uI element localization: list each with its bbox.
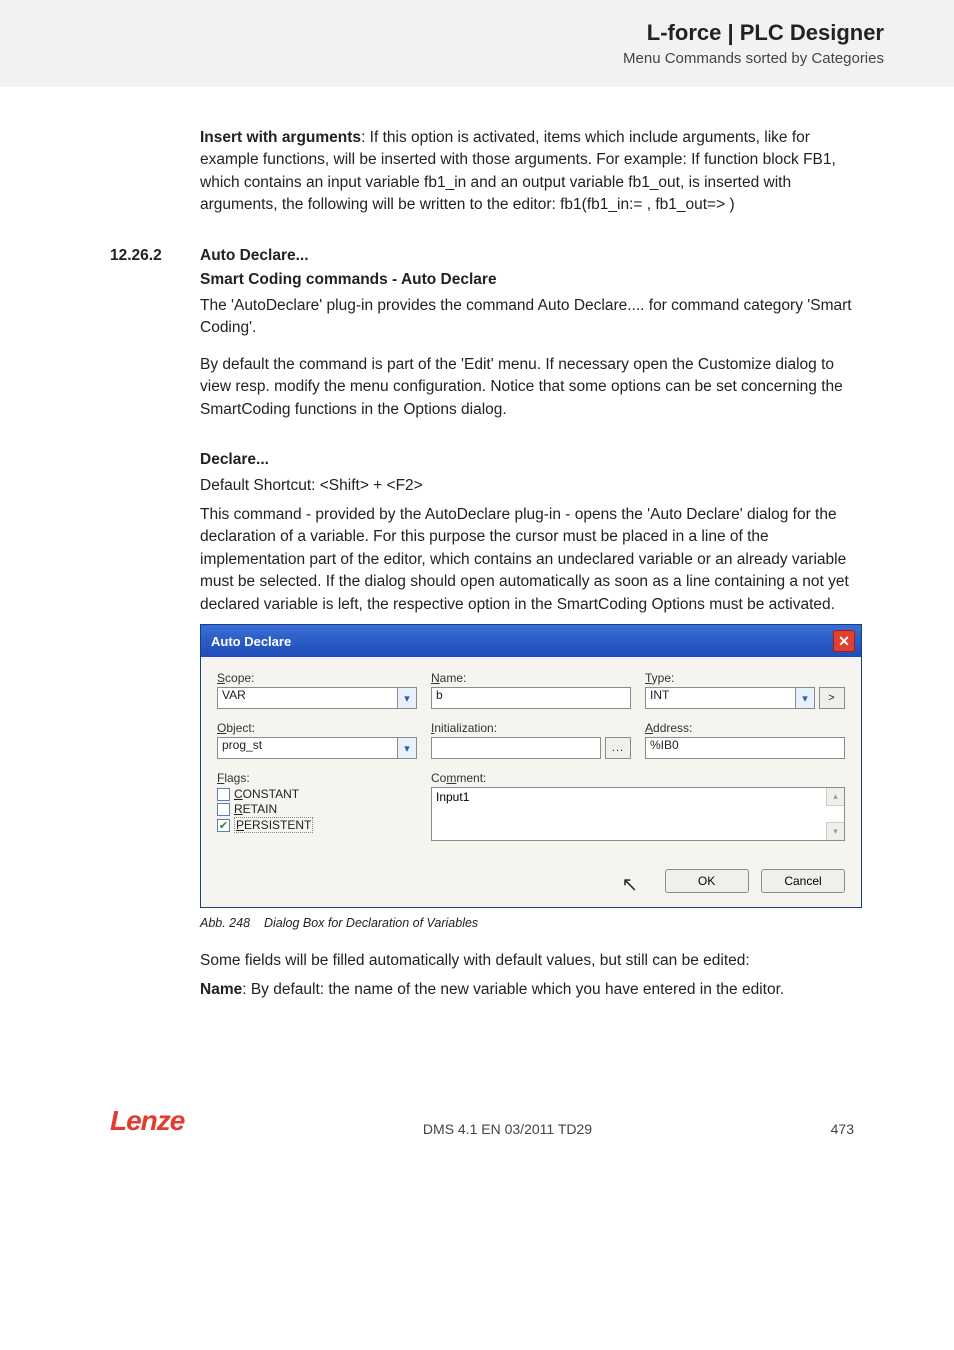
- scope-field[interactable]: VAR ▾: [217, 687, 417, 709]
- figure-caption: Abb. 248 Dialog Box for Declaration of V…: [110, 916, 854, 930]
- comment-textarea[interactable]: [431, 787, 845, 841]
- shortcut-line: Default Shortcut: <Shift> + <F2>: [110, 475, 854, 497]
- constant-checkbox-row[interactable]: CONSTANT: [217, 787, 417, 801]
- init-field[interactable]: ...: [431, 737, 631, 759]
- section-number: 12.26.2: [110, 247, 200, 265]
- dialog-titlebar[interactable]: Auto Declare ✕: [201, 625, 861, 657]
- ok-button[interactable]: OK: [665, 869, 749, 893]
- type-label: Type:: [645, 671, 845, 685]
- chevron-down-icon[interactable]: ▾: [795, 687, 815, 709]
- checkbox-unchecked-icon[interactable]: [217, 803, 230, 816]
- footer-center: DMS 4.1 EN 03/2011 TD29: [423, 1121, 592, 1137]
- object-field[interactable]: prog_st ▾: [217, 737, 417, 759]
- object-value[interactable]: prog_st: [217, 737, 398, 759]
- chevron-down-icon[interactable]: ▾: [397, 737, 417, 759]
- after-paragraph-1: Some fields will be filled automatically…: [110, 950, 854, 972]
- dialog-body: Scope: Name: Type: VAR ▾ b INT ▾ > Objec…: [201, 657, 861, 907]
- auto-declare-dialog: Auto Declare ✕ Scope: Name: Type: VAR ▾ …: [200, 624, 862, 908]
- section-heading-row: 12.26.2 Auto Declare...: [110, 247, 854, 265]
- lenze-logo: Lenze: [110, 1105, 184, 1137]
- name-rest: : By default: the name of the new variab…: [242, 981, 784, 998]
- type-value[interactable]: INT: [645, 687, 796, 709]
- paragraph-2: By default the command is part of the 'E…: [110, 354, 854, 421]
- caption-abb: Abb. 248: [200, 916, 250, 930]
- object-label: Object:: [217, 721, 417, 735]
- comment-label: Comment:: [431, 771, 845, 785]
- page-number: 473: [831, 1121, 854, 1137]
- init-label: Initialization:: [431, 721, 631, 735]
- name-value[interactable]: b: [431, 687, 631, 709]
- scroll-up-icon[interactable]: ▴: [826, 788, 844, 806]
- subheading-smartcoding: Smart Coding commands - Auto Declare: [110, 271, 854, 289]
- paragraph-1: The 'AutoDeclare' plug-in provides the c…: [110, 295, 854, 340]
- checkbox-checked-icon[interactable]: ✔: [217, 819, 230, 832]
- dialog-button-row: ↖ OK Cancel: [217, 846, 845, 893]
- scroll-down-icon[interactable]: ▾: [826, 822, 844, 840]
- scope-label: Scope:: [217, 671, 417, 685]
- header-band: L-force | PLC Designer Menu Commands sor…: [0, 0, 954, 87]
- close-icon[interactable]: ✕: [833, 630, 855, 652]
- intro-bold: Insert with arguments: [200, 129, 361, 146]
- page-footer: Lenze DMS 4.1 EN 03/2011 TD29 473: [0, 1015, 954, 1177]
- checkbox-unchecked-icon[interactable]: [217, 788, 230, 801]
- page-content: Insert with arguments: If this option is…: [0, 87, 954, 1001]
- product-title: L-force | PLC Designer: [0, 20, 884, 46]
- flags-label: Flags:: [217, 771, 417, 785]
- intro-paragraph: Insert with arguments: If this option is…: [110, 127, 854, 217]
- address-label: Address:: [645, 721, 845, 735]
- comment-cell: ▴ ▾: [431, 787, 845, 846]
- address-field[interactable]: %IB0: [645, 737, 845, 759]
- dialog-title: Auto Declare: [211, 634, 291, 649]
- persistent-checkbox-row[interactable]: ✔ PERSISTENT: [217, 817, 417, 833]
- header-subtitle: Menu Commands sorted by Categories: [0, 50, 884, 67]
- address-value[interactable]: %IB0: [645, 737, 845, 759]
- cursor-icon: ↖: [621, 872, 638, 897]
- retain-checkbox-row[interactable]: RETAIN: [217, 802, 417, 816]
- paragraph-4: This command - provided by the AutoDecla…: [110, 504, 854, 616]
- name-field[interactable]: b: [431, 687, 631, 709]
- type-field[interactable]: INT ▾ >: [645, 687, 845, 709]
- name-label: Name:: [431, 671, 631, 685]
- name-bold: Name: [200, 981, 242, 998]
- scope-value[interactable]: VAR: [217, 687, 398, 709]
- section-title: Auto Declare...: [200, 247, 309, 265]
- init-value[interactable]: [431, 737, 601, 759]
- cancel-button[interactable]: Cancel: [761, 869, 845, 893]
- init-browse-button[interactable]: ...: [605, 737, 631, 759]
- after-name-line: Name: By default: the name of the new va…: [110, 979, 854, 1001]
- caption-text: Dialog Box for Declaration of Variables: [264, 916, 478, 930]
- flags-group: CONSTANT RETAIN ✔ PERSISTENT: [217, 787, 417, 846]
- type-browse-button[interactable]: >: [819, 687, 845, 709]
- subheading-declare: Declare...: [110, 451, 854, 469]
- chevron-down-icon[interactable]: ▾: [397, 687, 417, 709]
